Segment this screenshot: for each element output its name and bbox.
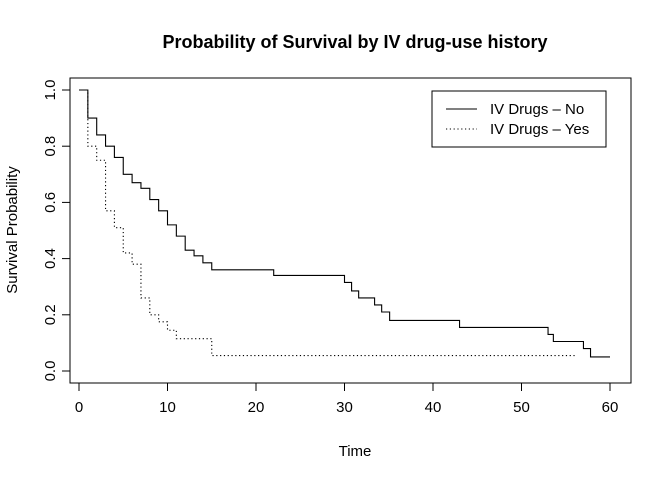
x-tick-label: 40 xyxy=(425,399,442,416)
y-tick-label: 0.2 xyxy=(42,304,59,325)
y-tick-label: 0.6 xyxy=(42,192,59,213)
chart-title: Probability of Survival by IV drug-use h… xyxy=(162,32,547,52)
y-tick-label: 0.0 xyxy=(42,361,59,382)
series-line-iv-drugs-no xyxy=(79,89,610,358)
x-tick-label: 0 xyxy=(75,399,83,416)
series-layer xyxy=(79,89,610,358)
y-tick-label: 1.0 xyxy=(42,80,59,101)
y-tick-label: 0.8 xyxy=(42,136,59,157)
y-axis-label: Survival Probability xyxy=(4,166,21,294)
y-tick-label: 0.4 xyxy=(42,248,59,269)
x-tick-label: 30 xyxy=(336,399,353,416)
x-tick-label: 20 xyxy=(248,399,265,416)
legend-label: IV Drugs – Yes xyxy=(490,121,589,138)
x-tick-label: 60 xyxy=(602,399,619,416)
x-tick-label: 10 xyxy=(159,399,176,416)
legend: IV Drugs – No IV Drugs – Yes xyxy=(431,90,607,148)
x-axis-label: Time xyxy=(339,443,372,460)
legend-label: IV Drugs – No xyxy=(490,101,584,118)
x-axis: 0 10 20 30 40 50 60 xyxy=(75,382,619,416)
x-tick-label: 50 xyxy=(513,399,530,416)
y-axis: 0.0 0.2 0.4 0.6 0.8 1.0 xyxy=(42,80,71,382)
legend-box xyxy=(431,90,607,148)
